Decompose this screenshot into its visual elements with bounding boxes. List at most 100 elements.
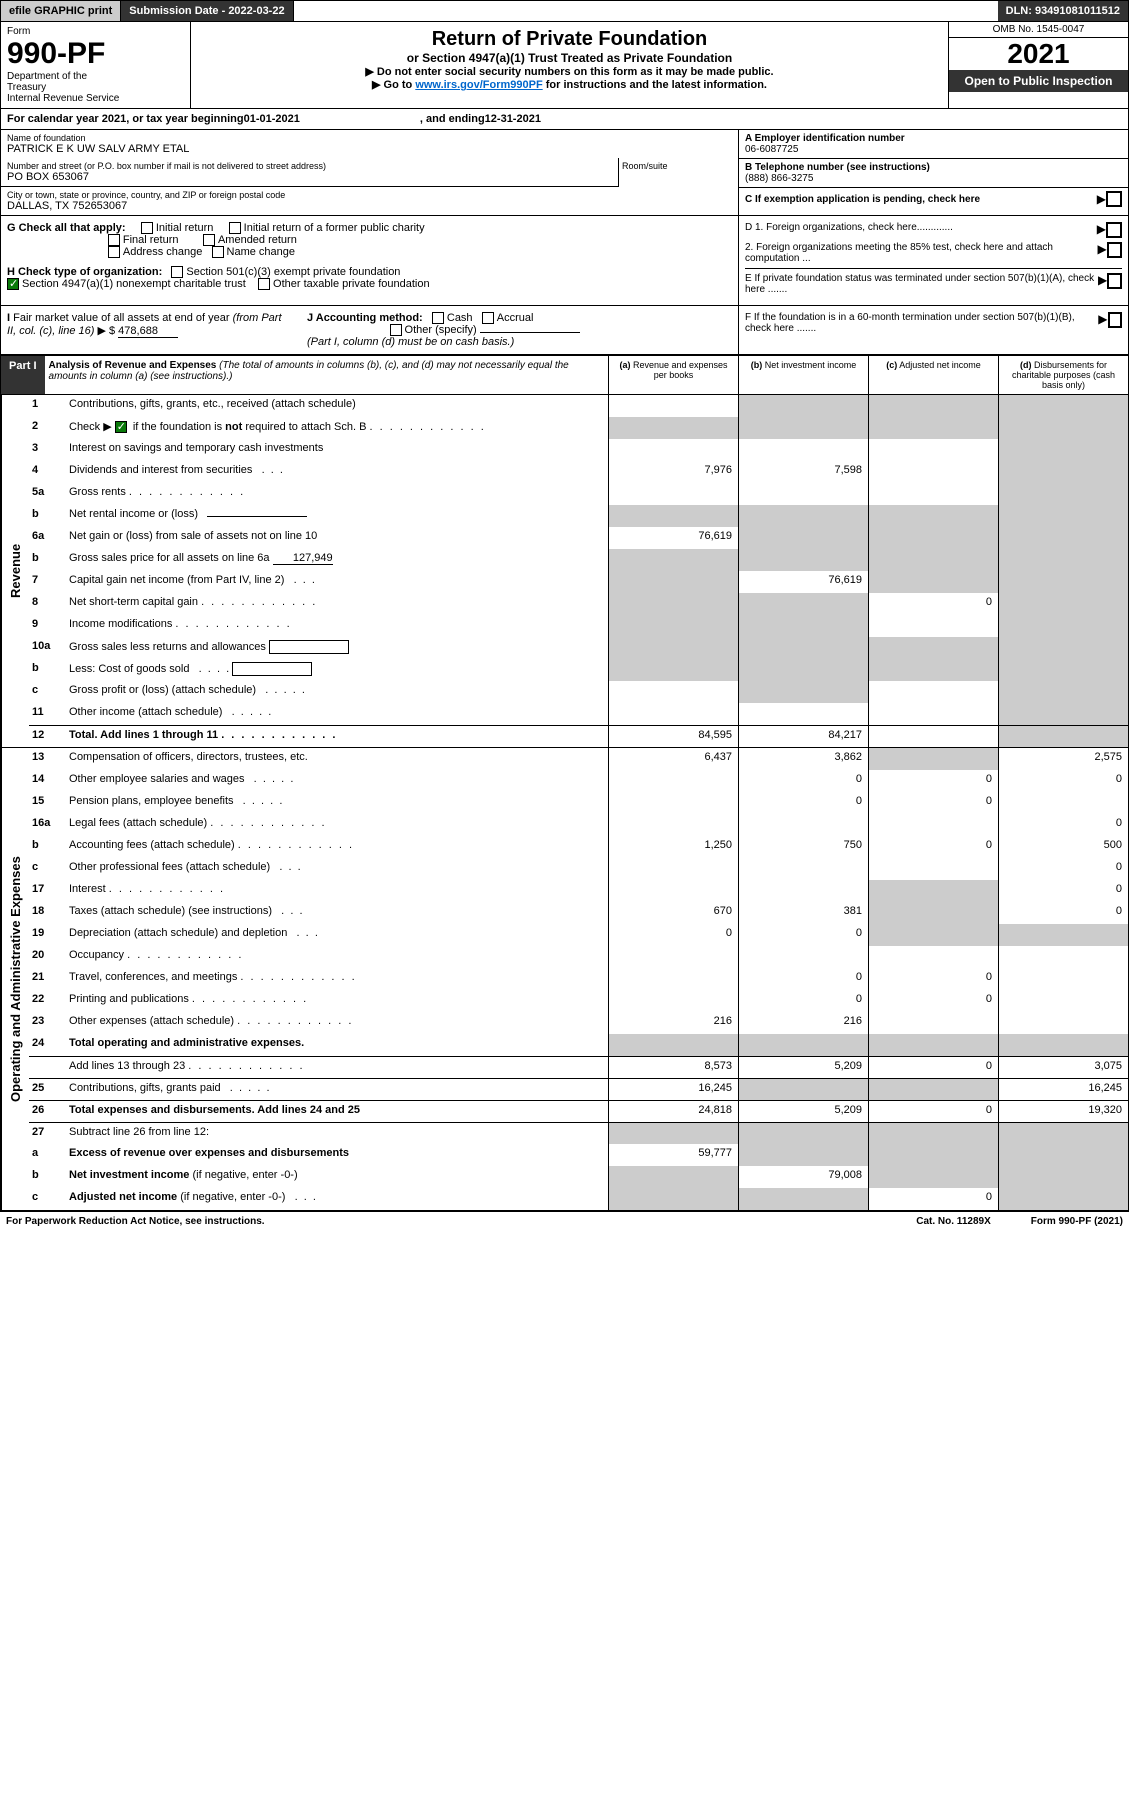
g-label: G Check all that apply: xyxy=(7,222,126,234)
exemption-checkbox[interactable] xyxy=(1106,191,1122,207)
line-5b: Net rental income or (loss) xyxy=(63,505,608,527)
instr-link: ▶ Go to www.irs.gov/Form990PF for instru… xyxy=(197,78,942,91)
line-27b: Net investment income (if negative, ente… xyxy=(63,1166,608,1188)
cat-no: Cat. No. 11289X xyxy=(916,1216,990,1227)
chk-name-change[interactable] xyxy=(212,246,224,258)
line-15: Pension plans, employee benefits . . . .… xyxy=(63,792,608,814)
tel-label: B Telephone number (see instructions) xyxy=(745,162,1122,173)
chk-cash[interactable] xyxy=(432,312,444,324)
i-value: 478,688 xyxy=(118,325,178,338)
e-label: E If private foundation status was termi… xyxy=(745,273,1098,295)
part1-header: Part I Analysis of Revenue and Expenses … xyxy=(0,355,1129,395)
chk-other-method[interactable] xyxy=(390,324,402,336)
form-subtitle: or Section 4947(a)(1) Trust Treated as P… xyxy=(197,51,942,65)
f-checkbox[interactable] xyxy=(1108,312,1123,328)
telephone: (888) 866-3275 xyxy=(745,173,1122,184)
form-number: 990-PF xyxy=(7,37,184,71)
line-7: Capital gain net income (from Part IV, l… xyxy=(63,571,608,593)
line-10c: Gross profit or (loss) (attach schedule)… xyxy=(63,681,608,703)
chk-amended[interactable] xyxy=(203,234,215,246)
chk-addr-change[interactable] xyxy=(108,246,120,258)
part1-title: Analysis of Revenue and Expenses xyxy=(49,360,217,371)
chk-sch-b[interactable] xyxy=(115,421,127,433)
line-27c: Adjusted net income (if negative, enter … xyxy=(63,1188,608,1210)
chk-4947[interactable] xyxy=(7,278,19,290)
ein: 06-6087725 xyxy=(745,144,1122,155)
col-d-head: (d) Disbursements for charitable purpose… xyxy=(998,356,1128,394)
form-ref: Form 990-PF (2021) xyxy=(1031,1216,1123,1227)
chk-initial-former[interactable] xyxy=(229,222,241,234)
line-13: Compensation of officers, directors, tru… xyxy=(63,748,608,770)
form-title: Return of Private Foundation xyxy=(197,28,942,51)
line-1: Contributions, gifts, grants, etc., rece… xyxy=(63,395,608,417)
foundation-info: Name of foundation PATRICK E K UW SALV A… xyxy=(0,130,1129,216)
line-10b: Less: Cost of goods sold . . . . xyxy=(63,659,608,681)
dept-treasury: Department of theTreasuryInternal Revenu… xyxy=(7,71,184,104)
line-25: Contributions, gifts, grants paid . . . … xyxy=(63,1079,608,1100)
line-6a: Net gain or (loss) from sale of assets n… xyxy=(63,527,608,549)
i-j-section: I Fair market value of all assets at end… xyxy=(0,306,1129,355)
line-16c: Other professional fees (attach schedule… xyxy=(63,858,608,880)
line-27: Subtract line 26 from line 12: xyxy=(63,1123,608,1144)
d2-label: 2. Foreign organizations meeting the 85%… xyxy=(745,242,1098,264)
line-4: Dividends and interest from securities .… xyxy=(63,461,608,483)
expenses-label: Operating and Administrative Expenses xyxy=(1,748,29,1210)
main-table: Revenue 1Contributions, gifts, grants, e… xyxy=(0,395,1129,1211)
paperwork-notice: For Paperwork Reduction Act Notice, see … xyxy=(6,1216,265,1227)
line-17: Interest xyxy=(63,880,608,902)
line-19: Depreciation (attach schedule) and deple… xyxy=(63,924,608,946)
line-21: Travel, conferences, and meetings xyxy=(63,968,608,990)
line-8: Net short-term capital gain xyxy=(63,593,608,615)
omb-number: OMB No. 1545-0047 xyxy=(949,22,1128,38)
line-18: Taxes (attach schedule) (see instruction… xyxy=(63,902,608,924)
line-3: Interest on savings and temporary cash i… xyxy=(63,439,608,461)
chk-final[interactable] xyxy=(108,234,120,246)
calendar-year-row: For calendar year 2021, or tax year begi… xyxy=(0,109,1129,130)
line-16b: Accounting fees (attach schedule) xyxy=(63,836,608,858)
form-header: Form 990-PF Department of theTreasuryInt… xyxy=(0,22,1129,109)
line-27a: Excess of revenue over expenses and disb… xyxy=(63,1144,608,1166)
line-5a: Gross rents xyxy=(63,483,608,505)
chk-501c3[interactable] xyxy=(171,266,183,278)
revenue-label: Revenue xyxy=(1,395,29,747)
col-b-head: (b) Net investment income xyxy=(738,356,868,394)
city-state-zip: DALLAS, TX 752653067 xyxy=(7,200,732,212)
j-label: J Accounting method: xyxy=(307,312,423,324)
check-section: G Check all that apply: Initial return I… xyxy=(0,216,1129,306)
e-checkbox[interactable] xyxy=(1107,273,1122,289)
line-6b: Gross sales price for all assets on line… xyxy=(63,549,608,571)
submission-date: Submission Date - 2022-03-22 xyxy=(121,1,293,21)
chk-accrual[interactable] xyxy=(482,312,494,324)
line-23: Other expenses (attach schedule) xyxy=(63,1012,608,1034)
part1-label: Part I xyxy=(1,356,45,394)
chk-initial[interactable] xyxy=(141,222,153,234)
exemption-label: C If exemption application is pending, c… xyxy=(745,194,980,205)
h-label: H Check type of organization: xyxy=(7,266,162,278)
line-16a: Legal fees (attach schedule) xyxy=(63,814,608,836)
open-inspection: Open to Public Inspection xyxy=(949,70,1128,92)
line-2: Check ▶ if the foundation is not require… xyxy=(63,417,608,439)
form-label: Form xyxy=(7,26,184,37)
line-14: Other employee salaries and wages . . . … xyxy=(63,770,608,792)
efile-print-button[interactable]: efile GRAPHIC print xyxy=(1,1,121,21)
d1-checkbox[interactable] xyxy=(1106,222,1122,238)
line-12: Total. Add lines 1 through 11 xyxy=(63,726,608,747)
name-label: Name of foundation xyxy=(7,133,732,143)
line-9: Income modifications xyxy=(63,615,608,637)
line-11: Other income (attach schedule) . . . . . xyxy=(63,703,608,725)
irs-link[interactable]: www.irs.gov/Form990PF xyxy=(415,79,542,91)
tax-year: 2021 xyxy=(949,38,1128,70)
chk-other-taxable[interactable] xyxy=(258,278,270,290)
d2-checkbox[interactable] xyxy=(1107,242,1122,258)
footer: For Paperwork Reduction Act Notice, see … xyxy=(0,1211,1129,1231)
line-26: Total expenses and disbursements. Add li… xyxy=(63,1101,608,1122)
address: PO BOX 653067 xyxy=(7,171,612,183)
line-20: Occupancy xyxy=(63,946,608,968)
f-label: F If the foundation is in a 60-month ter… xyxy=(745,312,1098,334)
col-c-head: (c) Adjusted net income xyxy=(868,356,998,394)
instr-ssn: ▶ Do not enter social security numbers o… xyxy=(197,65,942,78)
city-label: City or town, state or province, country… xyxy=(7,190,732,200)
line-22: Printing and publications xyxy=(63,990,608,1012)
col-a-head: (a) Revenue and expenses per books xyxy=(608,356,738,394)
topbar: efile GRAPHIC print Submission Date - 20… xyxy=(0,0,1129,22)
